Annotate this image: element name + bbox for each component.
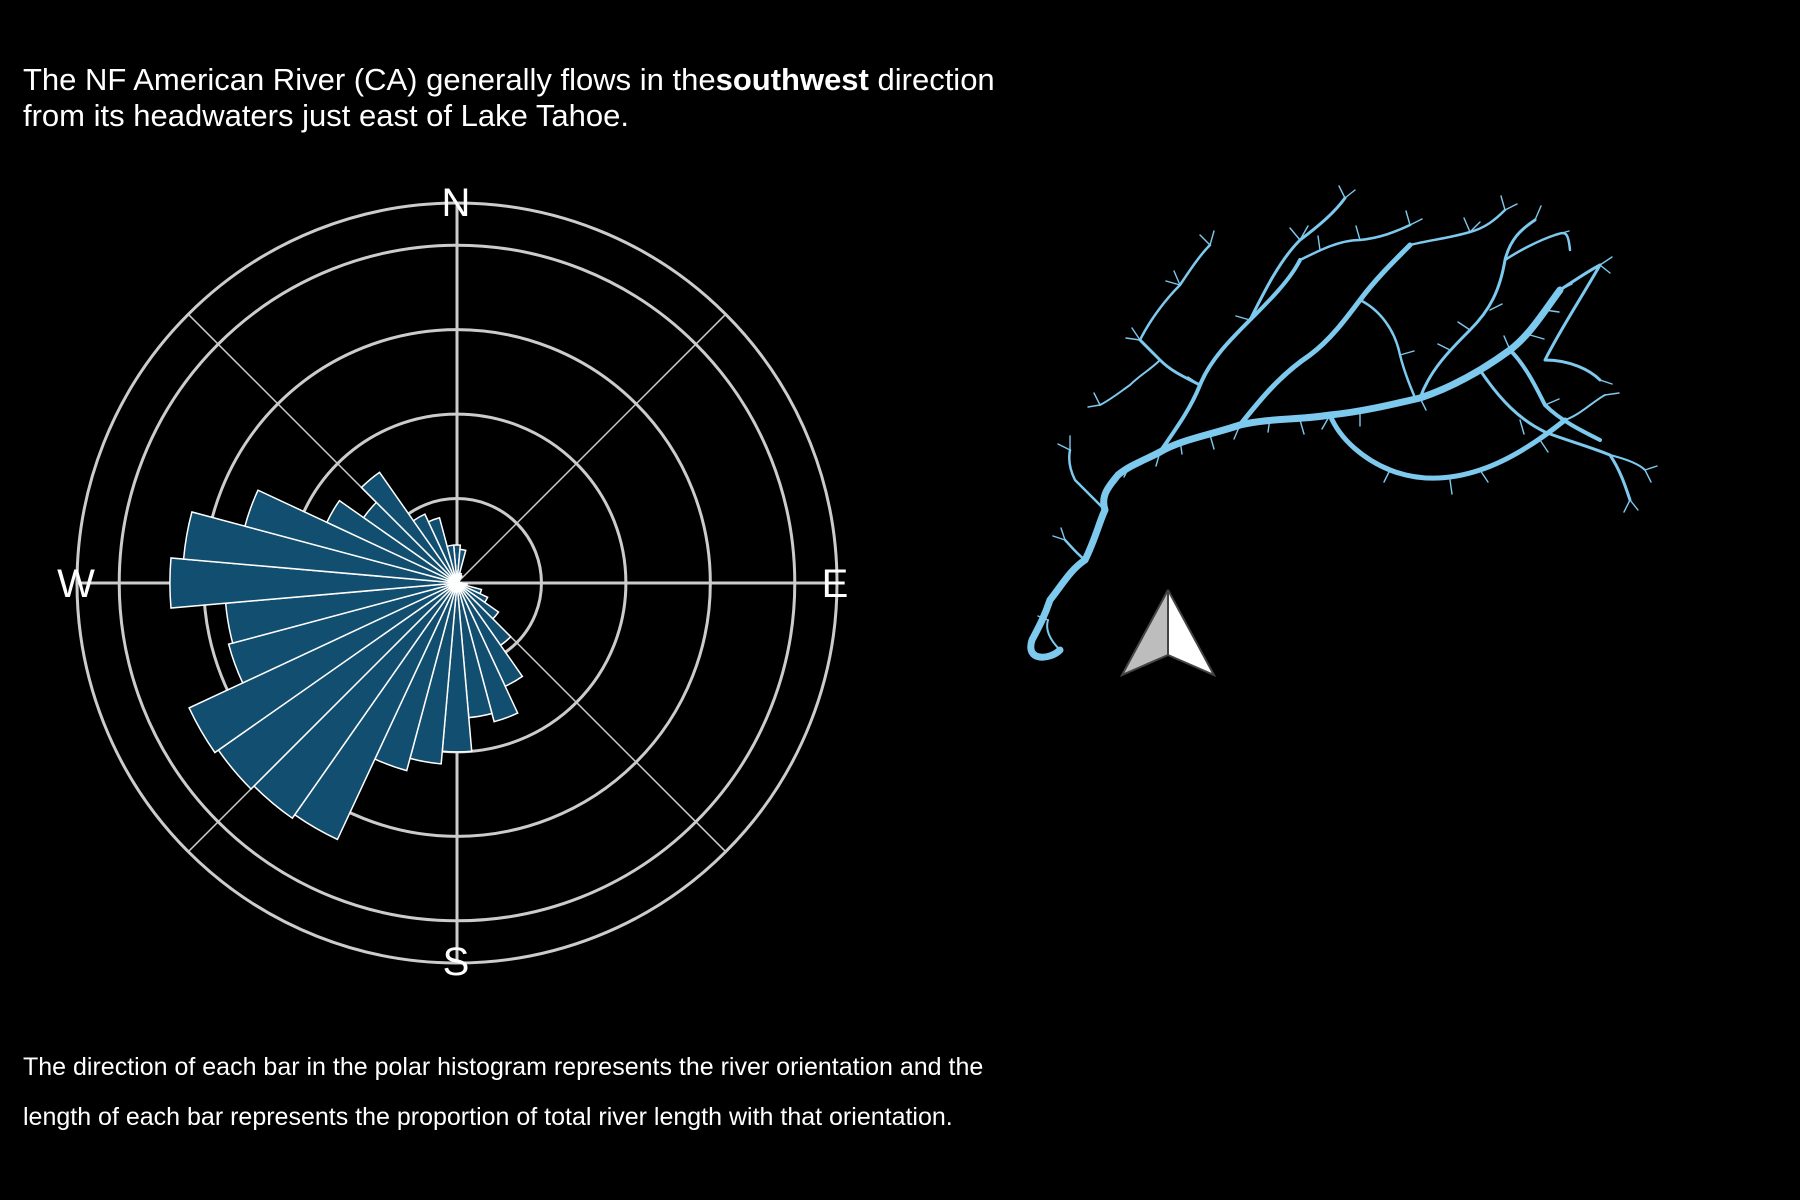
river-tributary — [1543, 263, 1602, 382]
caption-line1: The direction of each bar in the polar h… — [23, 1053, 984, 1081]
river-headwater-branches — [1037, 185, 1658, 621]
compass-label-south: S — [443, 940, 470, 984]
headline-line2: from its headwaters just east of Lake Ta… — [23, 98, 629, 133]
river-tributary — [1099, 359, 1161, 406]
histogram-bar — [427, 516, 458, 584]
headline-emphasis: southwest — [715, 62, 869, 97]
histogram-bar — [360, 471, 458, 584]
compass-label-east: E — [822, 562, 849, 606]
river-tributary — [1158, 258, 1302, 454]
river-main-stem — [1027, 286, 1564, 661]
caption-line2: length of each bar represents the propor… — [23, 1103, 953, 1131]
river-tributary — [1418, 218, 1537, 400]
north-arrow-icon — [1119, 589, 1217, 678]
polar-bars — [169, 471, 524, 841]
compass-label-north: N — [442, 181, 471, 225]
river-tributary — [1564, 394, 1646, 471]
river-tributary — [1067, 448, 1107, 512]
histogram-bar — [244, 489, 458, 584]
river-tributary — [1298, 223, 1412, 262]
river-tributary — [1478, 368, 1632, 502]
river-network-map — [1027, 185, 1658, 661]
headline-part1: The NF American River (CA) generally flo… — [23, 62, 716, 97]
histogram-bar — [446, 544, 458, 584]
river-tributary — [1063, 538, 1087, 562]
histogram-bar — [456, 582, 519, 723]
histogram-bar — [325, 499, 458, 584]
river-tributary — [1138, 243, 1212, 342]
headline: The NF American River (CA) generally flo… — [23, 62, 1123, 134]
histogram-bar — [227, 582, 458, 684]
river-tributary — [1358, 298, 1417, 400]
river-tributary — [1046, 619, 1061, 651]
river-tributary — [1237, 242, 1413, 428]
histogram-bar — [169, 557, 458, 609]
river-tributary — [1408, 208, 1507, 247]
compass-label-west: W — [57, 562, 95, 606]
histogram-bar — [412, 513, 458, 584]
caption: The direction of each bar in the polar h… — [23, 1042, 1123, 1142]
headline-part2: direction — [877, 62, 995, 97]
histogram-bar — [188, 582, 458, 754]
river-tributary — [1248, 196, 1347, 322]
river-tributary — [1327, 412, 1568, 481]
